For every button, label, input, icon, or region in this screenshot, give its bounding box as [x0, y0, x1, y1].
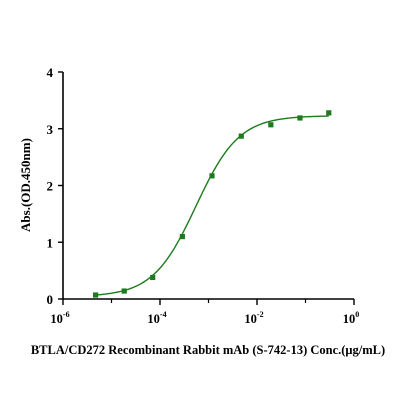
data-points	[92, 110, 332, 298]
x-ticks: 10-6 10-4 10-2 100	[50, 299, 359, 326]
x-tick-label: 100	[343, 310, 360, 326]
x-axis-label: BTLA/CD272 Recombinant Rabbit mAb (S-742…	[31, 343, 385, 357]
y-tick-label: 0	[47, 292, 54, 307]
data-point	[297, 115, 303, 121]
data-point	[179, 233, 185, 240]
y-tick-label: 1	[47, 235, 54, 250]
data-point	[209, 173, 215, 179]
x-tick-label: 10-2	[244, 310, 263, 326]
y-ticks: 0 1 2 3 4	[47, 65, 63, 307]
y-axis-label: Abs.(OD.450nm)	[18, 138, 33, 232]
x-tick-label: 10-6	[50, 310, 69, 326]
data-point	[92, 292, 99, 298]
axes	[62, 72, 354, 300]
x-tick-label: 10-4	[147, 310, 166, 326]
y-tick-label: 3	[47, 122, 54, 137]
data-point	[268, 122, 274, 128]
data-point	[326, 110, 332, 116]
y-tick-label: 4	[47, 65, 54, 80]
y-tick-label: 2	[47, 179, 54, 194]
data-point	[121, 288, 127, 294]
fit-curve	[95, 115, 329, 296]
data-point	[150, 274, 156, 281]
data-point	[238, 133, 244, 139]
